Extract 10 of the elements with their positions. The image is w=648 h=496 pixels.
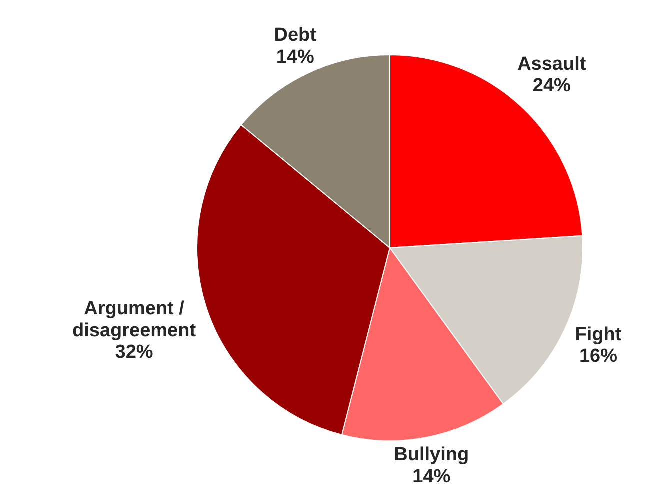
slice-label: Bullying <box>394 444 470 466</box>
data-label: 14% <box>412 466 451 488</box>
slice-label: Fight <box>575 324 622 346</box>
slice-label: Argument / disagreement <box>72 298 197 342</box>
data-label: 16% <box>579 346 618 368</box>
data-label: 24% <box>532 76 572 97</box>
data-label: 32% <box>115 342 154 364</box>
slice-label: Assault <box>518 54 587 75</box>
data-label: 14% <box>276 47 315 68</box>
slice-label: Debt <box>274 25 318 46</box>
